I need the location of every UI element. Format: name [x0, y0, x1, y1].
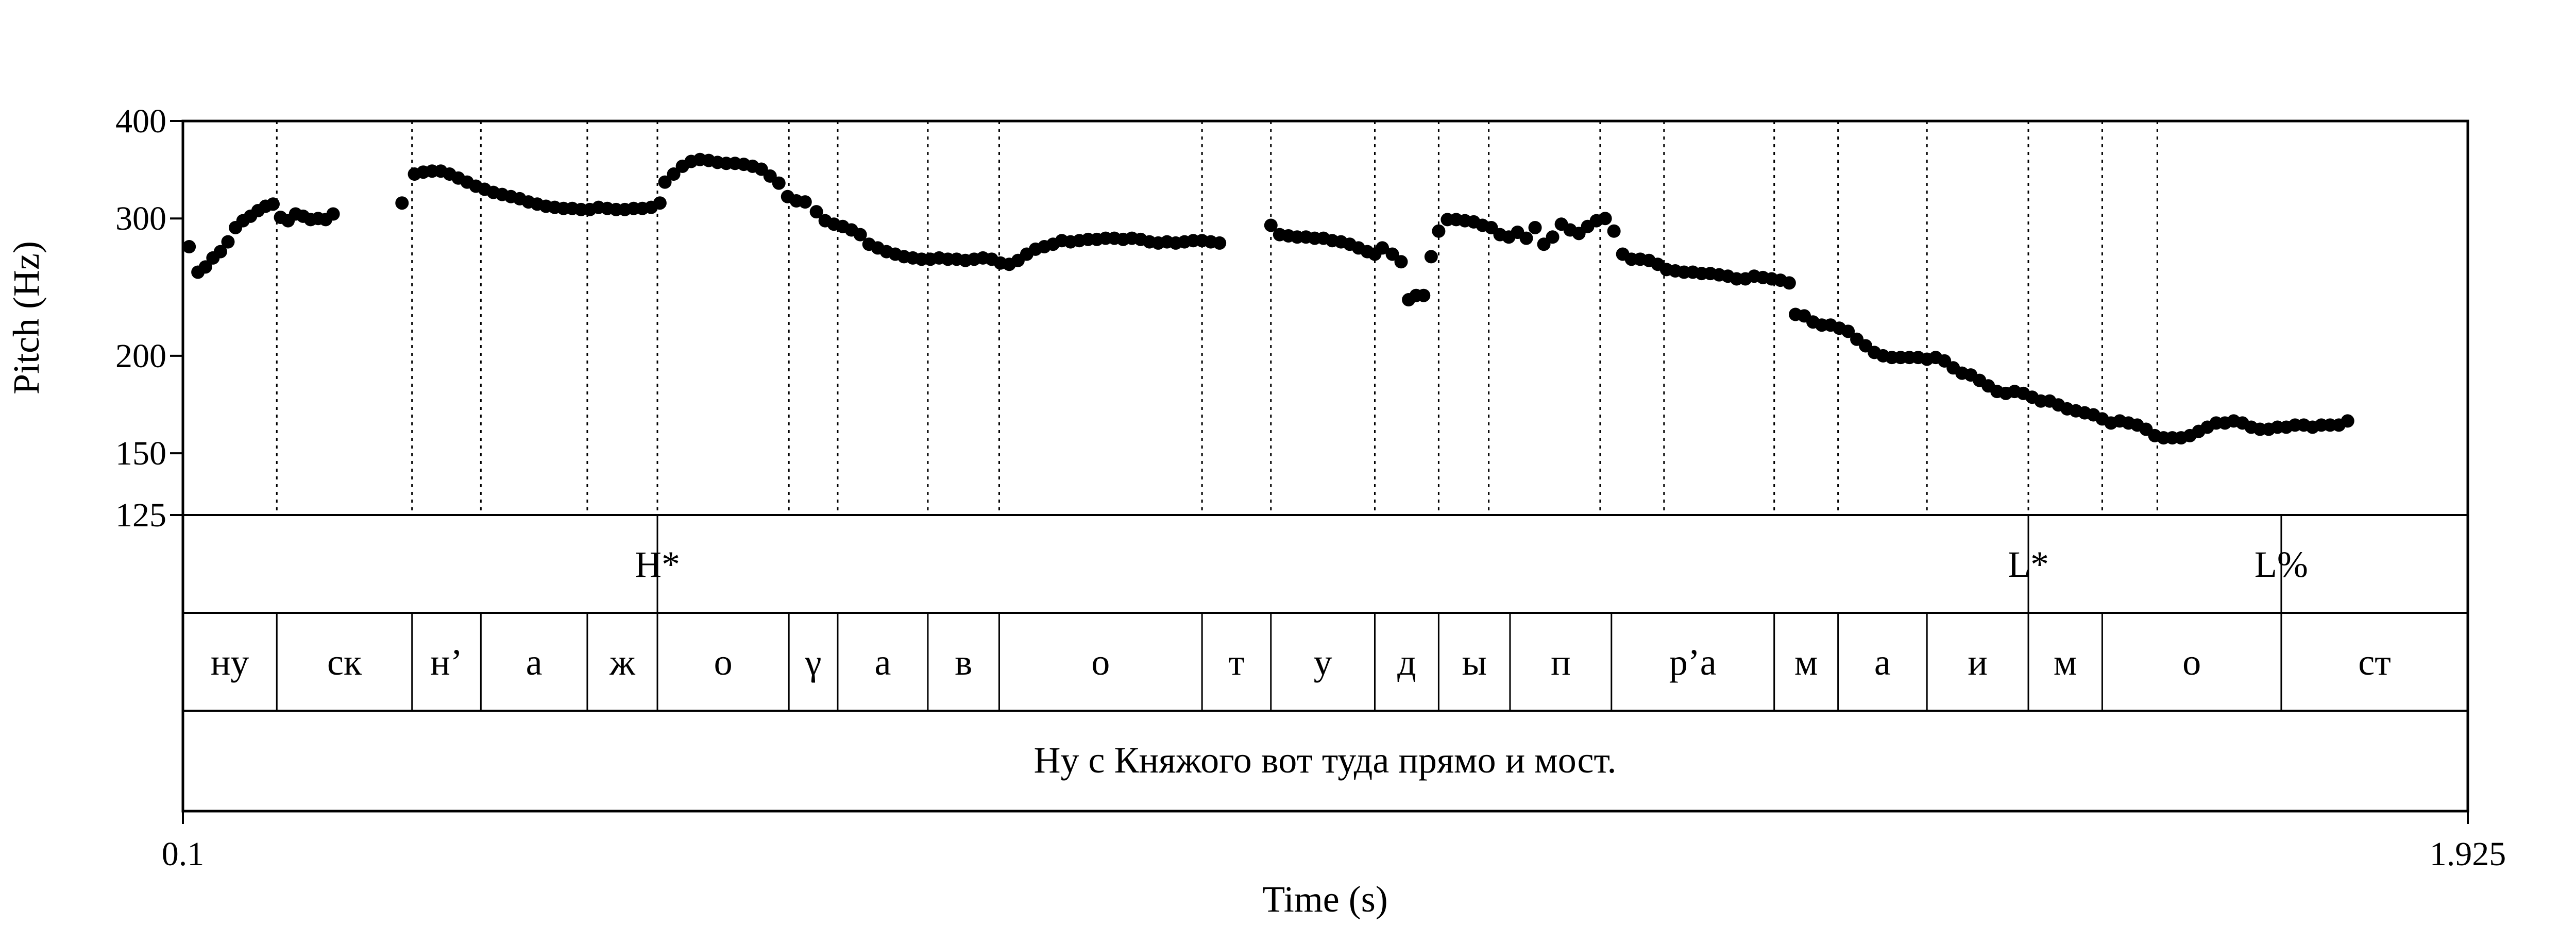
- pitch-point: [1394, 255, 1408, 269]
- segment-label: ст: [2358, 642, 2391, 683]
- pitch-point: [1385, 247, 1399, 261]
- x-tick-label-end: 1.925: [2430, 835, 2506, 873]
- pitch-point: [326, 207, 340, 221]
- segment-label: м: [1794, 642, 1818, 683]
- tone-label: L%: [2255, 544, 2308, 585]
- pitch-point: [1519, 231, 1533, 245]
- pitch-point: [1607, 224, 1621, 238]
- pitch-point: [1546, 230, 1560, 244]
- y-axis-title: Pitch (Hz): [6, 241, 47, 394]
- segment-label: а: [1874, 642, 1891, 683]
- pitch-point: [1424, 250, 1438, 264]
- pitch-point: [653, 196, 667, 210]
- segment-label: γ: [805, 642, 822, 683]
- y-tick-label: 150: [115, 435, 166, 472]
- pitch-point: [221, 235, 235, 249]
- pitch-point: [198, 260, 212, 274]
- segment-label: ж: [609, 642, 636, 683]
- segment-label: д: [1397, 642, 1416, 683]
- segment-label: ы: [1462, 642, 1486, 683]
- pitch-points: [182, 152, 2354, 445]
- segment-label: а: [874, 642, 891, 683]
- pitch-point: [1432, 224, 1446, 238]
- tone-labels: H* L* L%: [635, 544, 2308, 585]
- boundary-lines: [276, 121, 2158, 515]
- segment-label: п: [1551, 642, 1571, 683]
- sentence-label: Ну с Княжого вот туда прямо и мост.: [1033, 740, 1616, 781]
- tone-label: L*: [2008, 544, 2049, 585]
- pitch-point: [1528, 220, 1542, 234]
- segment-label: о: [714, 642, 733, 683]
- pitch-point: [266, 197, 280, 211]
- tone-label: H*: [635, 544, 680, 585]
- segment-label: р’а: [1669, 642, 1717, 683]
- plot-frame: [181, 119, 2469, 813]
- pitch-point: [213, 245, 227, 259]
- pitch-point: [1264, 218, 1278, 232]
- pitch-point: [1841, 324, 1855, 338]
- y-tick-label: 125: [115, 496, 166, 534]
- segment-label: и: [1968, 642, 1988, 683]
- segment-label: а: [526, 642, 543, 683]
- pitch-point: [2341, 414, 2354, 428]
- pitch-point: [182, 240, 196, 254]
- segment-label: у: [1314, 642, 1332, 683]
- pitch-point: [658, 175, 672, 189]
- segment-label: ну: [211, 642, 249, 683]
- pitch-point: [853, 228, 867, 242]
- pitch-point: [667, 167, 681, 181]
- segment-label: о: [1091, 642, 1110, 683]
- pitch-point: [1213, 236, 1227, 250]
- pitch-point: [1782, 276, 1796, 290]
- pitch-point: [772, 176, 786, 190]
- pitch-point: [1376, 241, 1389, 255]
- pitch-point: [1417, 288, 1431, 302]
- pitch-point: [809, 205, 823, 219]
- segment-label: н’: [430, 642, 463, 683]
- pitch-point: [1598, 212, 1612, 226]
- segment-label: о: [2182, 642, 2201, 683]
- segment-label: ск: [327, 642, 362, 683]
- y-tick-label: 400: [115, 102, 166, 140]
- segment-label: в: [955, 642, 972, 683]
- y-tick-label: 200: [115, 337, 166, 375]
- pitch-point: [395, 196, 409, 210]
- pitch-point: [798, 195, 812, 209]
- x-axis-title: Time (s): [1262, 879, 1387, 920]
- segment-lines: [276, 515, 2282, 711]
- segment-label: т: [1228, 642, 1244, 683]
- y-axis: 125 150 200 300 400: [115, 102, 183, 534]
- y-tick-label: 300: [115, 200, 166, 237]
- x-tick-label-start: 0.1: [162, 835, 205, 873]
- segment-label: м: [2054, 642, 2077, 683]
- segment-labels: ну ск н’ а ж о γ а в о т у д ы п р’а м а и м о ст: [211, 642, 2391, 683]
